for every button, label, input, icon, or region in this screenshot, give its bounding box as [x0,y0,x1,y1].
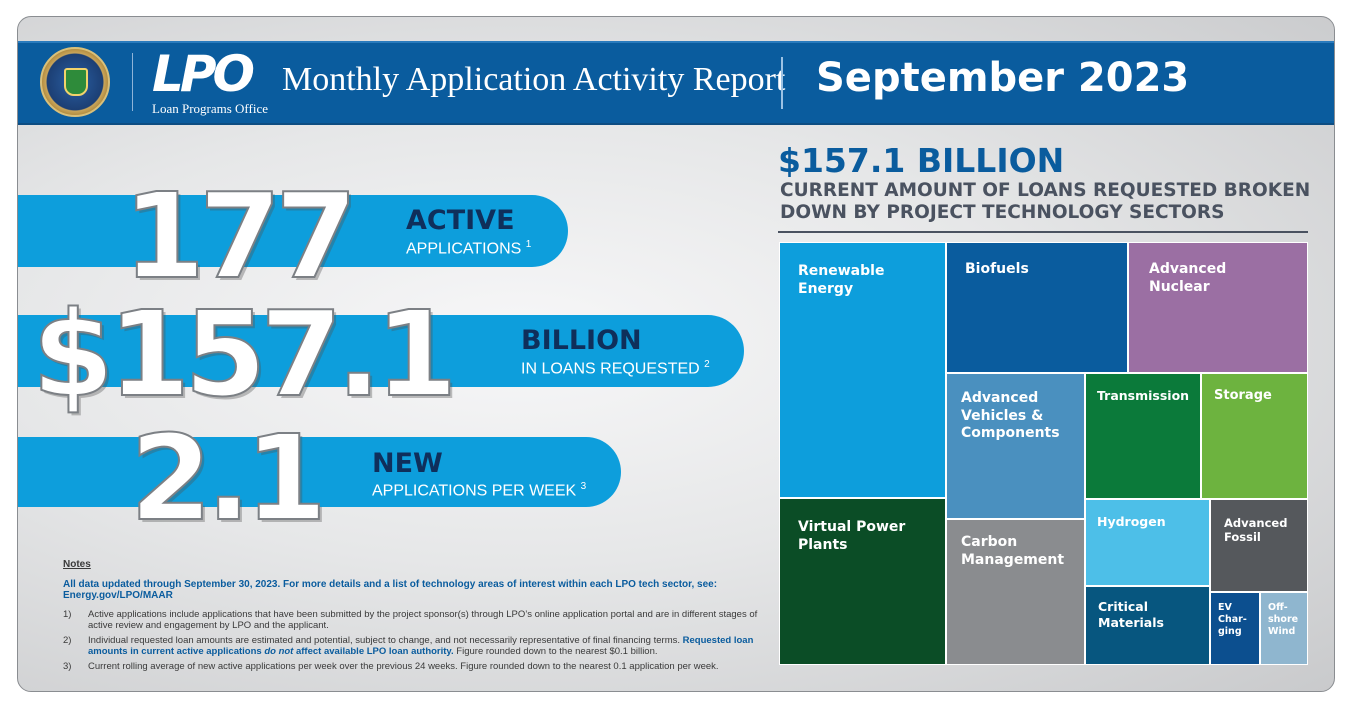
sector-tile-biofuels: Biofuels [946,242,1128,373]
stat-active-sub: APPLICATIONS 1 [406,239,532,258]
sector-tile-carbon-management: Carbon Management [946,519,1085,665]
note-item: 1) Active applications include applicati… [63,608,758,632]
sector-tile-renewable-energy: Renewable Energy [779,242,946,498]
sector-label: Renewable Energy [798,263,885,297]
sector-tile-ev-charging: EV Char- ging [1210,592,1260,665]
sector-label: Off- shore Wind [1268,602,1299,637]
sector-tile-critical-materials: Critical Materials [1085,586,1210,665]
report-header: LPO Loan Programs Office Monthly Applica… [18,41,1334,125]
lpo-logo-subtitle: Loan Programs Office [152,101,269,116]
breakdown-subtitle: CURRENT AMOUNT OF LOANS REQUESTED BROKEN… [780,180,1311,223]
stat-new-number: 2.1 [129,408,328,548]
header-divider [132,53,133,111]
sector-tile-storage: Storage [1201,373,1308,499]
note-item: 2) Individual requested loan amounts are… [63,634,754,658]
note-item: 3) Current rolling average of new active… [63,660,719,672]
sector-tile-advanced-fossil: Advanced Fossil [1210,499,1308,592]
sector-label: Storage [1214,388,1272,403]
sector-label: Transmission [1097,388,1190,403]
sector-tile-hydrogen: Hydrogen [1085,499,1210,586]
stat-new-headline: NEW [372,448,443,479]
sector-label: Advanced Vehicles & Components [961,390,1060,441]
sector-label: Biofuels [965,261,1029,277]
sector-label: Advanced Fossil [1224,516,1288,545]
stat-active-number: 177 [122,166,358,306]
sector-tile-advanced-nuclear: Advanced Nuclear [1128,242,1308,373]
report-card: LPO Loan Programs Office Monthly Applica… [17,16,1335,692]
notes-intro: All data updated through September 30, 2… [63,578,718,602]
stat-billion-number: $157.1 [31,284,458,424]
breakdown-rule [778,231,1308,233]
sector-tile-offshore-wind: Off- shore Wind [1260,592,1308,665]
sector-label: Virtual Power Plants [798,519,906,553]
stat-banner-active [18,195,568,267]
sector-label: EV Char- ging [1218,602,1247,637]
lpo-logo: LPO Loan Programs Office [152,45,269,119]
report-title: Monthly Application Activity Report [282,61,786,98]
stat-new-sub: APPLICATIONS PER WEEK 3 [372,481,587,500]
sector-tile-virtual-power-plants: Virtual Power Plants [779,498,946,665]
stat-active-headline: ACTIVE [406,205,515,236]
sector-tile-advanced-vehicles-components: Advanced Vehicles & Components [946,373,1085,519]
sector-label: Hydrogen [1097,514,1166,529]
report-month: September 2023 [816,55,1190,101]
stat-banner-new [18,437,621,507]
notes-section: Notes All data updated through September… [63,559,783,675]
breakdown-amount: $157.1 BILLION [778,141,1065,180]
notes-title: Notes [63,559,91,570]
lpo-logo-mark: LPO [152,45,255,103]
sector-label: Critical Materials [1098,599,1164,630]
stat-banner-billion [18,315,744,387]
doe-seal-icon [40,47,110,117]
sector-label: Carbon Management [961,534,1065,568]
stat-billion-headline: BILLION [521,325,642,356]
header-divider-2 [781,57,783,109]
sector-treemap: Renewable Energy Biofuels Advanced Nuclear… [779,242,1308,665]
sector-label: Advanced Nuclear [1149,261,1227,295]
stat-billion-sub: IN LOANS REQUESTED 2 [521,359,710,378]
sector-tile-transmission: Transmission [1085,373,1201,499]
